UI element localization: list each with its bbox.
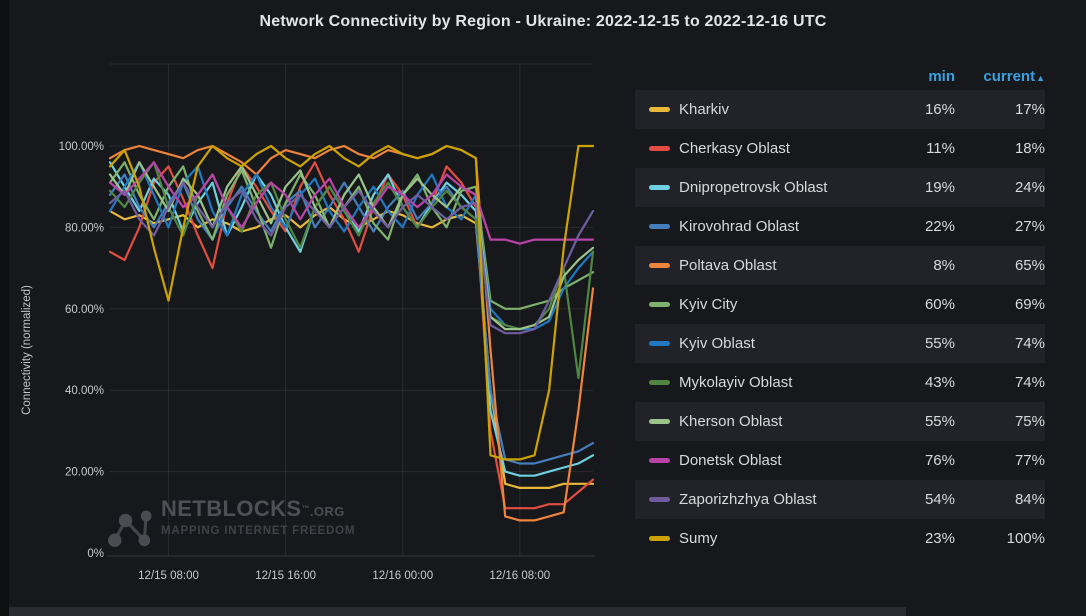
legend-series-label[interactable]: Dnipropetrovsk Oblast bbox=[679, 179, 828, 196]
series-line-kyiv-oblast bbox=[108, 161, 595, 331]
legend-series-label[interactable]: Donetsk Oblast bbox=[679, 452, 782, 469]
legend-series-label[interactable]: Kyiv City bbox=[679, 296, 738, 313]
legend-row-dnipropetrovsk-oblast[interactable]: Dnipropetrovsk Oblast 19% 24% bbox=[635, 168, 1045, 207]
panel-left-edge bbox=[0, 0, 9, 616]
legend-sort-current[interactable]: current▲ bbox=[983, 68, 1045, 85]
legend-min-value: 16% bbox=[924, 101, 955, 118]
x-axis-tick-label: 12/16 00:00 bbox=[372, 570, 433, 582]
legend-series-label[interactable]: Kharkiv bbox=[679, 101, 730, 118]
x-axis-tick-label: 12/15 08:00 bbox=[138, 570, 199, 582]
y-axis-tick-label: 60.00% bbox=[65, 304, 104, 316]
legend-row-poltava-oblast[interactable]: Poltava Oblast 8% 65% bbox=[635, 246, 1045, 285]
series-color-swatch bbox=[649, 341, 670, 346]
legend-current-value: 74% bbox=[1014, 374, 1045, 391]
legend-row-kyiv-city[interactable]: Kyiv City 60% 69% bbox=[635, 285, 1045, 324]
legend-row-mykolayiv-oblast[interactable]: Mykolayiv Oblast 43% 74% bbox=[635, 363, 1045, 402]
series-line-poltava-oblast bbox=[108, 144, 595, 522]
legend-row-kirovohrad-oblast[interactable]: Kirovohrad Oblast 22% 27% bbox=[635, 207, 1045, 246]
sort-ascending-icon: ▲ bbox=[1036, 73, 1045, 83]
series-line-kherson-oblast bbox=[108, 161, 595, 331]
legend-current-value: 84% bbox=[1014, 491, 1045, 508]
legend-row-zaporizhzhya-oblast[interactable]: Zaporizhzhya Oblast 54% 84% bbox=[635, 480, 1045, 519]
connectivity-time-series-chart[interactable]: 100.00% 80.00% 60.00% 40.00% 20.00% 0% 12/15 0… bbox=[0, 0, 632, 616]
legend-header: min current▲ bbox=[635, 60, 1045, 90]
y-axis-tick-label: 100.00% bbox=[59, 141, 104, 153]
y-axis-tick-label: 40.00% bbox=[65, 385, 104, 397]
series-line-sumy bbox=[108, 144, 595, 461]
legend-current-value: 27% bbox=[1014, 218, 1045, 235]
series-line-dnipropetrovsk-oblast bbox=[108, 161, 595, 477]
legend-series-label[interactable]: Zaporizhzhya Oblast bbox=[679, 491, 817, 508]
series-line-kyiv-city bbox=[108, 161, 595, 310]
legend-row-kyiv-oblast[interactable]: Kyiv Oblast 55% 74% bbox=[635, 324, 1045, 363]
series-line-cherkasy-oblast bbox=[108, 161, 595, 510]
legend-min-value: 55% bbox=[924, 335, 955, 352]
legend-current-value: 24% bbox=[1014, 179, 1045, 196]
legend-min-value: 11% bbox=[926, 140, 955, 157]
legend-min-value: 60% bbox=[924, 296, 955, 313]
legend-min-value: 54% bbox=[924, 491, 955, 508]
legend-series-label[interactable]: Sumy bbox=[679, 530, 718, 547]
x-axis-tick-label: 12/15 16:00 bbox=[255, 570, 316, 582]
legend-current-value: 77% bbox=[1014, 452, 1045, 469]
legend-table: min current▲ Kharkiv 16% 17% Cherkasy Oblas… bbox=[635, 60, 1045, 558]
series-color-swatch bbox=[649, 224, 670, 229]
legend-min-value: 43% bbox=[924, 374, 955, 391]
legend-current-value: 65% bbox=[1014, 257, 1045, 274]
y-axis-label: Connectivity (normalized) bbox=[21, 285, 33, 415]
legend-current-value: 74% bbox=[1014, 335, 1045, 352]
y-axis-tick-label: 80.00% bbox=[65, 222, 104, 234]
legend-sort-min[interactable]: min bbox=[928, 68, 955, 85]
legend-series-label[interactable]: Kherson Oblast bbox=[679, 413, 783, 430]
next-panel-edge bbox=[9, 607, 906, 616]
legend-row-kherson-oblast[interactable]: Kherson Oblast 55% 75% bbox=[635, 402, 1045, 441]
legend-min-value: 22% bbox=[924, 218, 955, 235]
y-axis-tick-label: 20.00% bbox=[65, 467, 104, 479]
series-line-mykolayiv-oblast bbox=[108, 161, 595, 380]
legend-current-value: 18% bbox=[1014, 140, 1045, 157]
legend-series-label[interactable]: Kyiv Oblast bbox=[679, 335, 755, 352]
legend-min-value: 55% bbox=[924, 413, 955, 430]
legend-min-value: 76% bbox=[924, 452, 955, 469]
legend-min-value: 23% bbox=[924, 530, 955, 547]
legend-row-sumy[interactable]: Sumy 23% 100% bbox=[635, 519, 1045, 558]
series-color-swatch bbox=[649, 419, 670, 424]
legend-series-label[interactable]: Kirovohrad Oblast bbox=[679, 218, 800, 235]
series-color-swatch bbox=[649, 146, 670, 151]
series-line-kharkiv bbox=[108, 206, 595, 489]
legend-current-value: 17% bbox=[1014, 101, 1045, 118]
legend-current-value: 69% bbox=[1014, 296, 1045, 313]
series-color-swatch bbox=[649, 302, 670, 307]
legend-current-value: 100% bbox=[1006, 530, 1045, 547]
legend-current-value: 75% bbox=[1014, 413, 1045, 430]
series-color-swatch bbox=[649, 536, 670, 541]
series-color-swatch bbox=[649, 458, 670, 463]
legend-row-cherkasy-oblast[interactable]: Cherkasy Oblast 11% 18% bbox=[635, 129, 1045, 168]
legend-min-value: 8% bbox=[933, 257, 955, 274]
legend-series-label[interactable]: Mykolayiv Oblast bbox=[679, 374, 793, 391]
legend-row-kharkiv[interactable]: Kharkiv 16% 17% bbox=[635, 90, 1045, 129]
series-color-swatch bbox=[649, 185, 670, 190]
legend-min-value: 19% bbox=[924, 179, 955, 196]
series-color-swatch bbox=[649, 107, 670, 112]
series-color-swatch bbox=[649, 263, 670, 268]
legend-series-label[interactable]: Cherkasy Oblast bbox=[679, 140, 790, 157]
y-axis-tick-label: 0% bbox=[87, 548, 104, 560]
series-color-swatch bbox=[649, 380, 670, 385]
legend-row-donetsk-oblast[interactable]: Donetsk Oblast 76% 77% bbox=[635, 441, 1045, 480]
legend-series-label[interactable]: Poltava Oblast bbox=[679, 257, 777, 274]
x-axis-tick-label: 12/16 08:00 bbox=[489, 570, 550, 582]
series-color-swatch bbox=[649, 497, 670, 502]
panel-title[interactable]: Network Connectivity by Region - Ukraine… bbox=[259, 13, 827, 30]
